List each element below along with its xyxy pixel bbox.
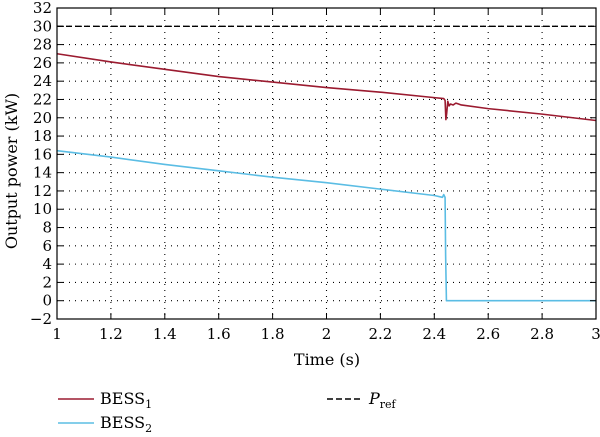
y-tick-label: 22 xyxy=(33,90,52,108)
y-tick-label: 32 xyxy=(33,0,52,17)
y-tick-label: 20 xyxy=(33,109,52,127)
x-axis-label: Time (s) xyxy=(294,350,360,369)
x-tick-label: 2.2 xyxy=(368,325,392,343)
x-tick-label: 1.8 xyxy=(261,325,285,343)
legend-label-pref: Pref xyxy=(368,389,397,411)
legend-label-bess1: BESS1 xyxy=(100,389,152,411)
y-tick-label: 10 xyxy=(33,200,52,218)
x-tick-label: 3 xyxy=(591,325,600,343)
y-tick-label: 6 xyxy=(42,237,52,255)
x-tick-label: 2.4 xyxy=(422,325,446,343)
y-tick-label: 12 xyxy=(33,182,52,200)
legend-label-bess2: BESS2 xyxy=(100,413,152,435)
x-tick-label: 2.8 xyxy=(530,325,554,343)
x-tick-label: 1 xyxy=(52,325,62,343)
x-tick-label: 1.2 xyxy=(99,325,123,343)
y-tick-label: −2 xyxy=(30,310,52,328)
y-tick-label: 16 xyxy=(33,145,52,163)
y-tick-label: 18 xyxy=(33,127,52,145)
grid-lines xyxy=(57,8,596,319)
x-tick-label: 1.6 xyxy=(207,325,231,343)
y-tick-label: 2 xyxy=(42,273,52,291)
x-tick-label: 1.4 xyxy=(153,325,177,343)
y-tick-label: 0 xyxy=(42,292,52,310)
series-line-bess1 xyxy=(56,52,597,122)
plot-series xyxy=(56,25,597,302)
y-tick-label: 8 xyxy=(42,219,52,237)
x-ticks: 1 1.2 1.4 1.6 1.8 2 2.2 2.4 2.6 2.8 3 xyxy=(52,8,600,343)
y-tick-label: 24 xyxy=(33,72,52,90)
y-tick-label: 28 xyxy=(33,36,52,54)
y-tick-label: 26 xyxy=(33,54,52,72)
series-line-bess2 xyxy=(56,149,596,302)
x-tick-label: 2.6 xyxy=(476,325,500,343)
y-axis-label: Output power (kW) xyxy=(2,93,21,249)
y-tick-label: 30 xyxy=(33,17,52,35)
y-tick-label: 4 xyxy=(42,255,52,273)
y-tick-label: 14 xyxy=(33,164,52,182)
x-tick-label: 2 xyxy=(322,325,332,343)
